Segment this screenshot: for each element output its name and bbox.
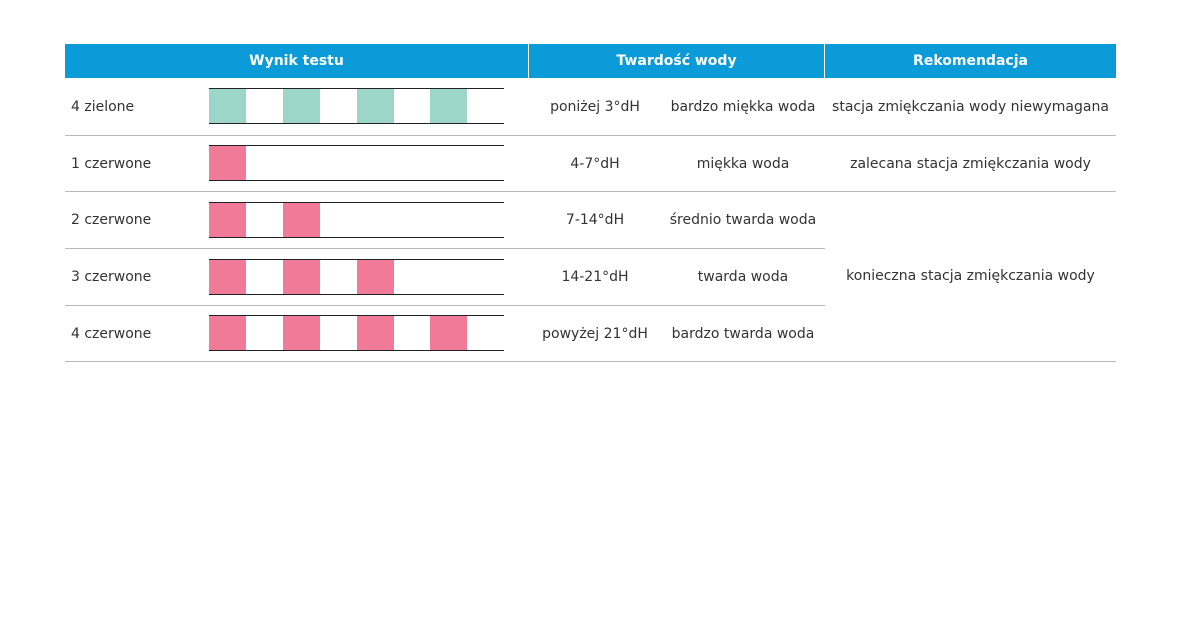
hardness-range: 14-21°dH [561, 269, 629, 285]
test-strip [209, 88, 504, 124]
table-row: 4 zielone poniżej 3°dH bardzo miękka wod… [65, 78, 1116, 135]
red-pad [209, 203, 246, 237]
table-bottom-border [65, 361, 1116, 362]
red-pad [209, 316, 246, 350]
red-pad [283, 203, 320, 237]
hardness-range: 4-7°dH [570, 155, 620, 172]
header-water-hardness: Twardość wody [529, 44, 824, 78]
test-strip [209, 259, 504, 295]
red-pad [357, 316, 394, 350]
hardness-description: bardzo miękka woda [670, 98, 816, 115]
red-pad [283, 316, 320, 350]
hardness-range: 7-14°dH [565, 212, 625, 228]
row-label: 4 zielone [71, 98, 135, 115]
green-pad [283, 89, 320, 123]
test-strip [209, 315, 504, 351]
hardness-range: powyżej 21°dH [542, 325, 648, 342]
hardness-description: średnio twarda woda [669, 212, 817, 228]
red-pad [357, 260, 394, 294]
table-row: 1 czerwone 4-7°dH miękka woda zalecana s… [65, 136, 1116, 191]
test-strip [209, 145, 504, 181]
header-test-result: Wynik testu [65, 44, 528, 78]
row-divider [65, 135, 1116, 136]
table-row: 4 czerwone powyżej 21°dH bardzo twarda w… [65, 306, 1116, 361]
recommendation-text: konieczna stacja zmiękczania wody [846, 268, 1095, 284]
row-label: 1 czerwone [71, 155, 152, 172]
row-label: 2 czerwone [71, 212, 152, 228]
hardness-description: bardzo twarda woda [671, 325, 815, 342]
recommendation-text: zalecana stacja zmiękczania wody [850, 155, 1091, 172]
table-row: 3 czerwone 14-21°dH twarda woda [65, 249, 1116, 305]
row-divider [65, 248, 825, 249]
recommendation-text: stacja zmiękczania wody niewymagana [832, 98, 1109, 115]
row-label: 3 czerwone [71, 269, 152, 285]
red-pad [209, 146, 246, 180]
test-strip [209, 202, 504, 238]
red-pad [283, 260, 320, 294]
hardness-description: miękka woda [696, 155, 790, 172]
green-pad [357, 89, 394, 123]
row-divider [65, 191, 1116, 192]
header-recommendation: Rekomendacja [825, 44, 1116, 78]
red-pad [209, 260, 246, 294]
green-pad [209, 89, 246, 123]
green-pad [430, 89, 467, 123]
hardness-description: twarda woda [697, 269, 789, 285]
row-label: 4 czerwone [71, 325, 152, 342]
table-row: 2 czerwone 7-14°dH średnio twarda woda [65, 192, 1116, 248]
red-pad [430, 316, 467, 350]
hardness-range: poniżej 3°dH [550, 98, 640, 115]
row-divider [65, 305, 825, 306]
water-hardness-table: Wynik testu Twardość wody Rekomendacja 4… [65, 44, 1116, 362]
